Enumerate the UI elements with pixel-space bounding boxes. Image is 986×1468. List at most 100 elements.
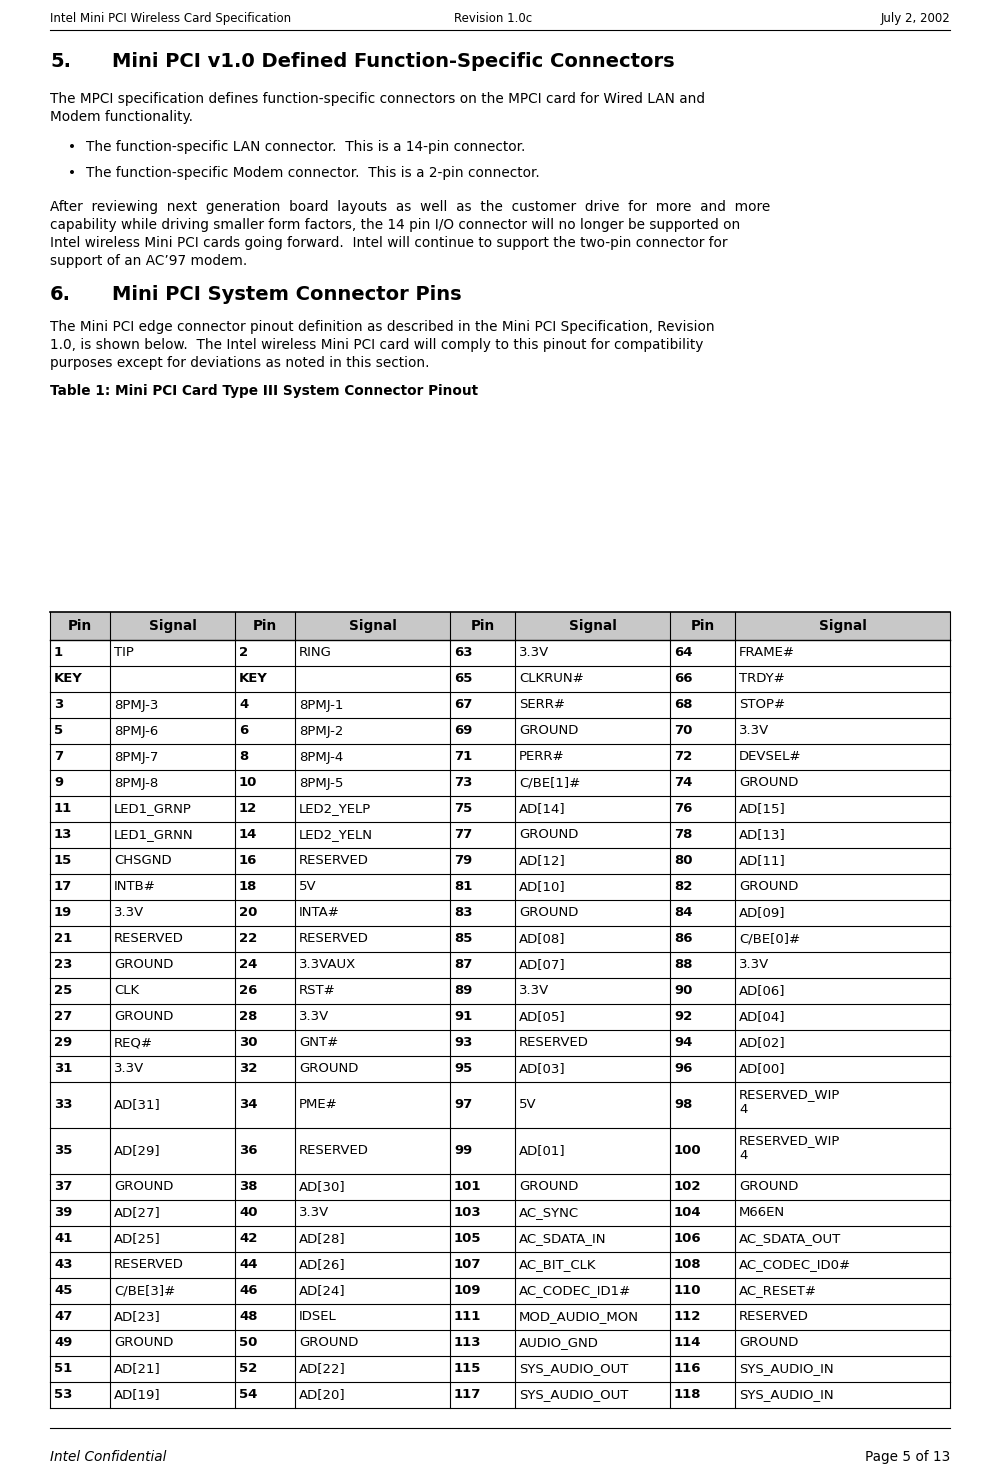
- Text: SYS_AUDIO_OUT: SYS_AUDIO_OUT: [519, 1389, 628, 1402]
- Text: 45: 45: [54, 1284, 72, 1298]
- Text: TRDY#: TRDY#: [739, 672, 784, 686]
- Text: C/BE[1]#: C/BE[1]#: [519, 777, 580, 790]
- Text: 37: 37: [54, 1180, 72, 1193]
- Text: RESERVED: RESERVED: [114, 932, 183, 945]
- Text: AD[19]: AD[19]: [114, 1389, 161, 1402]
- Text: GROUND: GROUND: [299, 1336, 358, 1349]
- Text: RESERVED: RESERVED: [299, 854, 369, 868]
- Text: AD[26]: AD[26]: [299, 1258, 345, 1271]
- Text: GROUND: GROUND: [739, 777, 798, 790]
- Text: 88: 88: [673, 959, 692, 972]
- Text: July 2, 2002: July 2, 2002: [880, 12, 950, 25]
- Text: INTA#: INTA#: [299, 907, 339, 919]
- Text: AD[06]: AD[06]: [739, 985, 785, 997]
- Text: RESERVED_WIP: RESERVED_WIP: [739, 1133, 839, 1147]
- Bar: [50, 900, 950, 926]
- Text: 8PMJ-2: 8PMJ-2: [299, 725, 343, 737]
- Bar: [50, 744, 950, 771]
- Text: 36: 36: [239, 1145, 257, 1157]
- Text: 33: 33: [54, 1098, 72, 1111]
- Text: 46: 46: [239, 1284, 257, 1298]
- Text: AD[24]: AD[24]: [299, 1284, 345, 1298]
- Text: AC_RESET#: AC_RESET#: [739, 1284, 816, 1298]
- Text: support of an AC’97 modem.: support of an AC’97 modem.: [50, 254, 247, 269]
- Text: Signal: Signal: [348, 619, 396, 633]
- Bar: [50, 1055, 950, 1082]
- Text: 109: 109: [454, 1284, 481, 1298]
- Text: 14: 14: [239, 828, 257, 841]
- Text: 43: 43: [54, 1258, 72, 1271]
- Text: 8PMJ-6: 8PMJ-6: [114, 725, 158, 737]
- Text: AD[29]: AD[29]: [114, 1145, 161, 1157]
- Text: 3.3V: 3.3V: [519, 646, 548, 659]
- Text: 95: 95: [454, 1063, 471, 1076]
- Text: 74: 74: [673, 777, 691, 790]
- Bar: [50, 1082, 950, 1127]
- Text: AC_CODEC_ID1#: AC_CODEC_ID1#: [519, 1284, 631, 1298]
- Text: AD[31]: AD[31]: [114, 1098, 161, 1111]
- Text: 5: 5: [54, 725, 63, 737]
- Text: Pin: Pin: [470, 619, 494, 633]
- Bar: [50, 1127, 950, 1174]
- Text: 21: 21: [54, 932, 72, 945]
- Text: 17: 17: [54, 881, 72, 894]
- Text: 7: 7: [54, 750, 63, 763]
- Text: 38: 38: [239, 1180, 257, 1193]
- Text: RING: RING: [299, 646, 331, 659]
- Text: 11: 11: [54, 803, 72, 816]
- Text: 42: 42: [239, 1233, 257, 1245]
- Text: 80: 80: [673, 854, 692, 868]
- Text: 117: 117: [454, 1389, 481, 1402]
- Text: KEY: KEY: [54, 672, 83, 686]
- Text: 27: 27: [54, 1010, 72, 1023]
- Text: MOD_AUDIO_MON: MOD_AUDIO_MON: [519, 1311, 638, 1324]
- Text: AC_BIT_CLK: AC_BIT_CLK: [519, 1258, 596, 1271]
- Text: 114: 114: [673, 1336, 701, 1349]
- Text: GROUND: GROUND: [519, 725, 578, 737]
- Text: 113: 113: [454, 1336, 481, 1349]
- Text: LED1_GRNN: LED1_GRNN: [114, 828, 193, 841]
- Text: 87: 87: [454, 959, 472, 972]
- Text: AD[12]: AD[12]: [519, 854, 565, 868]
- Text: 83: 83: [454, 907, 472, 919]
- Bar: [50, 1304, 950, 1330]
- Text: C/BE[0]#: C/BE[0]#: [739, 932, 800, 945]
- Text: GROUND: GROUND: [114, 1336, 174, 1349]
- Text: 3.3V: 3.3V: [114, 1063, 144, 1076]
- Text: 84: 84: [673, 907, 692, 919]
- Text: 8PMJ-4: 8PMJ-4: [299, 750, 343, 763]
- Text: 92: 92: [673, 1010, 691, 1023]
- Text: 8PMJ-5: 8PMJ-5: [299, 777, 343, 790]
- Text: KEY: KEY: [239, 672, 267, 686]
- Text: Revision 1.0c: Revision 1.0c: [454, 12, 532, 25]
- Text: AD[05]: AD[05]: [519, 1010, 565, 1023]
- Text: purposes except for deviations as noted in this section.: purposes except for deviations as noted …: [50, 357, 429, 370]
- Text: RESERVED: RESERVED: [299, 1145, 369, 1157]
- Text: Signal: Signal: [149, 619, 196, 633]
- Text: 67: 67: [454, 699, 472, 712]
- Text: FRAME#: FRAME#: [739, 646, 794, 659]
- Text: 10: 10: [239, 777, 257, 790]
- Text: AD[15]: AD[15]: [739, 803, 785, 816]
- Text: The MPCI specification defines function-specific connectors on the MPCI card for: The MPCI specification defines function-…: [50, 92, 704, 106]
- Text: GROUND: GROUND: [114, 1180, 174, 1193]
- Text: 12: 12: [239, 803, 257, 816]
- Text: LED2_YELP: LED2_YELP: [299, 803, 371, 816]
- Text: 76: 76: [673, 803, 691, 816]
- Text: 97: 97: [454, 1098, 471, 1111]
- Text: 49: 49: [54, 1336, 72, 1349]
- Text: 6.: 6.: [50, 285, 71, 304]
- Text: 51: 51: [54, 1362, 72, 1376]
- Text: 3.3V: 3.3V: [739, 725, 768, 737]
- Text: AD[00]: AD[00]: [739, 1063, 785, 1076]
- Text: 71: 71: [454, 750, 471, 763]
- Text: Intel Confidential: Intel Confidential: [50, 1450, 167, 1464]
- Text: AD[13]: AD[13]: [739, 828, 785, 841]
- Text: RESERVED: RESERVED: [299, 932, 369, 945]
- Text: M66EN: M66EN: [739, 1207, 784, 1220]
- Bar: [50, 1031, 950, 1055]
- Text: 112: 112: [673, 1311, 701, 1324]
- Text: 65: 65: [454, 672, 472, 686]
- Bar: [50, 771, 950, 796]
- Text: IDSEL: IDSEL: [299, 1311, 336, 1324]
